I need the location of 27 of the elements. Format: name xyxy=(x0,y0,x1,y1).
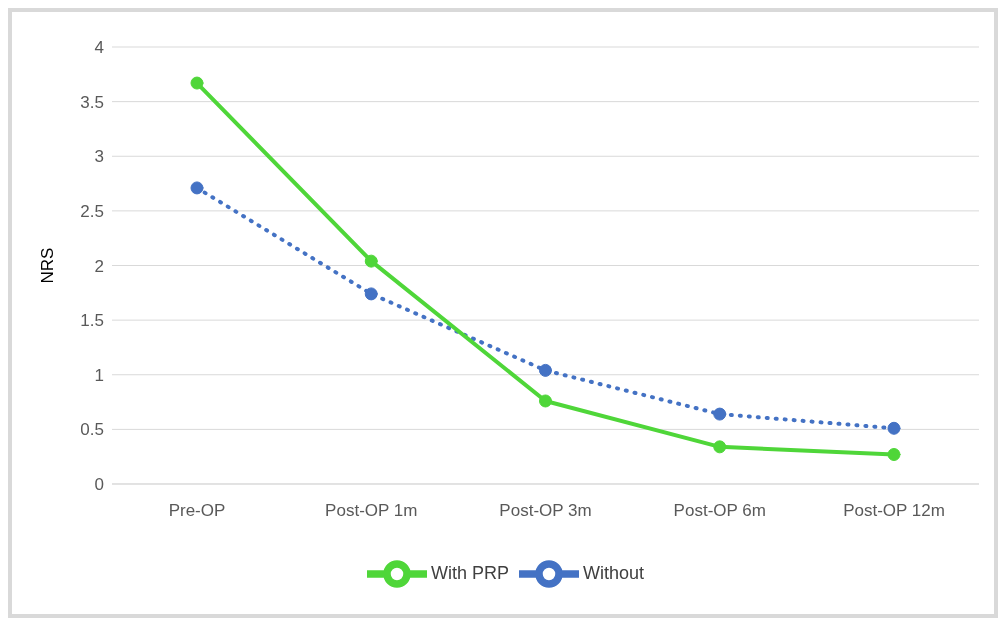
y-tick-label: 3 xyxy=(94,147,104,167)
point xyxy=(713,440,727,454)
point xyxy=(539,394,552,408)
y-tick-label: 0 xyxy=(94,475,104,495)
legend-label: With PRP xyxy=(430,562,509,583)
x-tick-label: Post-OP 6m xyxy=(673,501,766,521)
point xyxy=(364,254,378,268)
point xyxy=(887,448,901,461)
point xyxy=(190,181,204,195)
point xyxy=(713,407,727,421)
y-tick-label: 0.5 xyxy=(80,420,104,440)
y-tick-label: 2 xyxy=(94,256,104,276)
x-tick-label: Post-OP 1m xyxy=(325,501,418,521)
y-axis-title: NRS xyxy=(38,247,58,284)
y-tick-label: 1.5 xyxy=(80,311,104,331)
y-tick-label: 1 xyxy=(94,365,104,385)
y-tick-label: 3.5 xyxy=(80,92,104,112)
x-tick-label: Pre-OP xyxy=(168,501,226,521)
x-tick-label: Post-OP 3m xyxy=(499,501,592,521)
point xyxy=(887,421,901,435)
point xyxy=(190,76,204,90)
legend-label: Without xyxy=(582,562,645,583)
point xyxy=(539,363,552,377)
x-tick-label: Post-OP 12m xyxy=(843,501,945,521)
y-tick-label: 4 xyxy=(94,38,104,58)
y-tick-label: 2.5 xyxy=(80,201,104,221)
point xyxy=(364,287,378,301)
